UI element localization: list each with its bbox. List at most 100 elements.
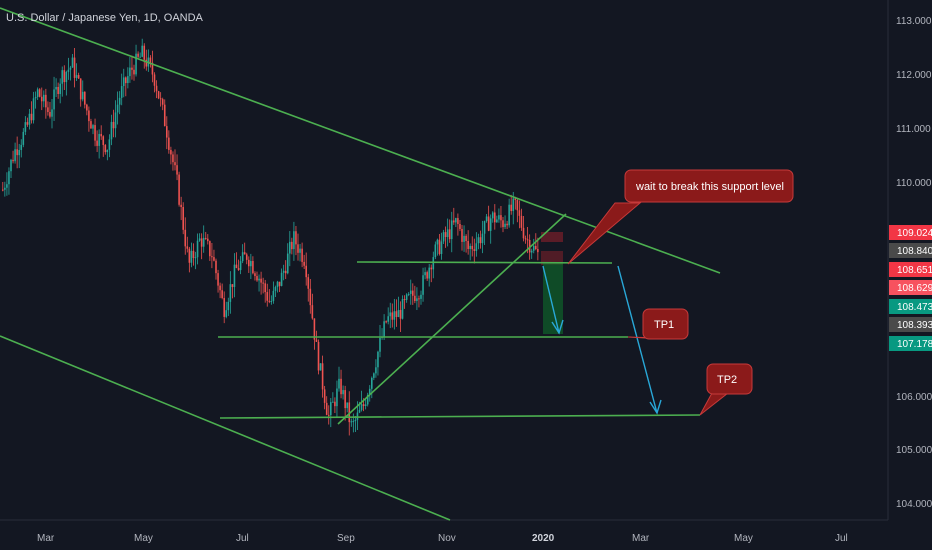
callout-tp1-text: TP1 <box>654 319 674 331</box>
price-tick-105: 105.000 <box>896 445 932 456</box>
callout-support[interactable]: wait to break this support level <box>567 169 794 265</box>
candle-body <box>26 122 29 125</box>
candle-body <box>125 77 127 84</box>
candle-body <box>373 373 375 378</box>
candle-body <box>168 137 170 150</box>
candle-body <box>47 107 49 113</box>
candlestick-series[interactable] <box>2 38 539 436</box>
candle-body <box>424 272 426 276</box>
candle-body <box>463 235 465 242</box>
candle-body <box>53 89 55 110</box>
candle-body <box>188 248 191 263</box>
candle-body <box>159 98 162 100</box>
ascending-support-line[interactable] <box>337 213 567 425</box>
candle-body <box>500 215 502 221</box>
arrow-to-tp1-line[interactable] <box>542 265 560 334</box>
candle-body <box>535 245 537 249</box>
candle-body <box>190 250 193 263</box>
candle-body <box>301 248 303 262</box>
candle-body <box>196 240 199 258</box>
candle-body <box>291 241 293 250</box>
candle-body <box>498 215 500 220</box>
candle-body <box>79 78 82 100</box>
candle-body <box>98 133 100 146</box>
candle-body <box>16 149 18 156</box>
candle-body <box>100 133 102 137</box>
candle-body <box>309 288 312 306</box>
candle-body <box>180 204 182 208</box>
price-axis[interactable]: 113.000 112.000 111.000 110.000 106.000 … <box>896 16 932 510</box>
candle-body <box>360 404 363 410</box>
stop-zone-box <box>541 232 563 242</box>
candle-body <box>174 162 176 166</box>
candle-body <box>393 311 396 320</box>
candle-body <box>321 363 324 390</box>
descending-lower-channel-line[interactable] <box>0 335 451 521</box>
arrow-to-tp2-line[interactable] <box>617 265 658 414</box>
price-tick-111: 111.000 <box>896 124 931 135</box>
trendlines[interactable] <box>0 7 721 521</box>
candle-body <box>4 187 6 190</box>
candle-body <box>209 241 211 257</box>
candle-body <box>327 414 330 416</box>
candle-body <box>40 96 43 102</box>
candle-body <box>135 53 137 75</box>
candle-body <box>442 232 445 242</box>
candle-body <box>354 419 357 422</box>
candle-body <box>256 276 258 281</box>
price-tick-112: 112.000 <box>896 70 932 81</box>
candle-body <box>362 404 365 407</box>
candle-body <box>163 104 166 127</box>
candle-body <box>231 284 234 288</box>
candle-body <box>88 110 90 122</box>
candle-body <box>264 283 266 293</box>
candle-body <box>81 91 84 100</box>
entry-risk-box <box>541 251 563 265</box>
candle-body <box>65 71 68 83</box>
price-label-bg <box>889 317 932 332</box>
candle-body <box>375 367 377 374</box>
candle-body <box>270 301 273 303</box>
candle-body <box>342 390 344 395</box>
candle-body <box>332 401 334 403</box>
candle-body <box>131 67 133 70</box>
candle-body <box>444 232 447 238</box>
candle-body <box>405 294 408 300</box>
candle-body <box>233 264 236 288</box>
candle-body <box>122 77 125 87</box>
candle-body <box>77 75 80 79</box>
candle-body <box>229 284 232 302</box>
candle-body <box>532 245 535 251</box>
arrow-to-tp1-head <box>551 319 564 335</box>
candle-body <box>237 268 240 271</box>
support-level-line[interactable] <box>356 261 613 264</box>
candle-body <box>436 239 439 245</box>
candle-body <box>518 210 521 216</box>
time-tick-2020: 2020 <box>532 533 555 544</box>
candle-body <box>219 285 221 291</box>
candle-body <box>475 243 478 251</box>
candle-body <box>223 298 225 317</box>
price-label-text: 108.629 <box>897 283 932 294</box>
candle-body <box>118 97 121 105</box>
candle-body <box>30 113 33 121</box>
candle-body <box>49 112 51 117</box>
candle-body <box>114 112 117 129</box>
candle-body <box>243 252 246 255</box>
callout-tp1[interactable]: TP1 <box>627 308 689 340</box>
candle-body <box>2 189 4 191</box>
candle-body <box>352 421 355 423</box>
candle-body <box>22 131 25 145</box>
candle-body <box>448 229 451 240</box>
candle-body <box>266 292 269 301</box>
candle-body <box>418 298 420 300</box>
candle-body <box>217 273 219 286</box>
time-axis[interactable]: Mar May Jul Sep Nov 2020 Mar May Jul <box>37 533 848 544</box>
time-tick-nov: Nov <box>438 533 456 544</box>
candle-body <box>96 140 98 146</box>
candle-body <box>340 378 342 395</box>
projection-arrows[interactable] <box>542 265 662 415</box>
callout-tp2[interactable]: TP2 <box>699 363 753 416</box>
tp2-level-line[interactable] <box>219 414 701 419</box>
